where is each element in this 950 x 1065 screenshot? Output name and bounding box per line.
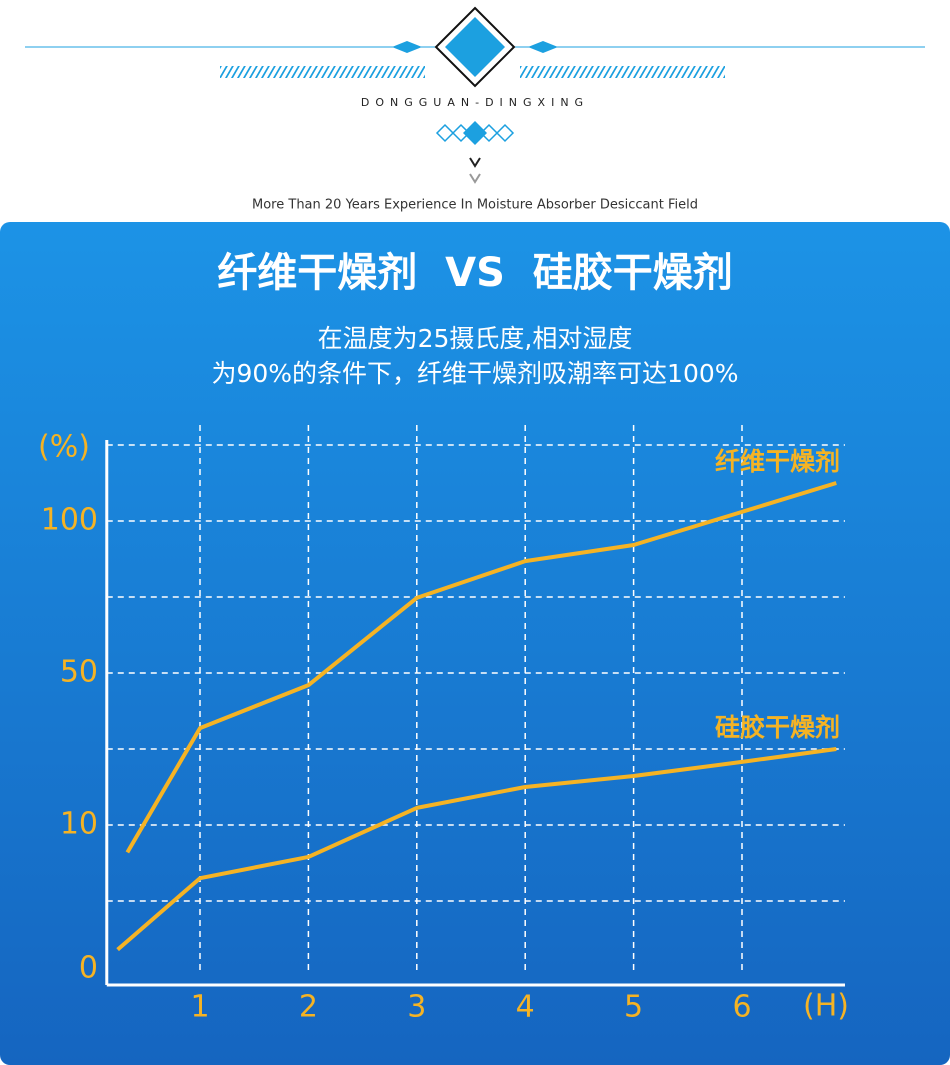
- y-tick-label: 10: [60, 807, 98, 842]
- subtitle: 在温度为25摄氏度,相对湿度: [318, 324, 633, 353]
- chart-title: 纤维干燥剂 VS 硅胶干燥剂: [217, 250, 732, 296]
- x-tick-label: 2: [299, 990, 318, 1025]
- x-tick-label: 3: [407, 990, 426, 1025]
- subtitle: 为90%的条件下，纤维干燥剂吸潮率可达100%: [211, 359, 738, 388]
- brand: DONGGUAN-DINGXING: [361, 96, 589, 109]
- panel: [0, 222, 950, 1065]
- x-tick-label: 5: [624, 990, 643, 1025]
- series-label: 硅胶干燥剂: [715, 713, 840, 742]
- y-tick-label: 0: [79, 951, 98, 986]
- header-decoration: [25, 6, 925, 184]
- x-tick-label: 1: [190, 990, 209, 1025]
- x-axis-label: (H): [803, 989, 849, 1024]
- data-line: [125, 481, 837, 854]
- series-label: 纤维干燥剂: [715, 447, 840, 476]
- y-tick-label: 50: [60, 655, 98, 690]
- x-tick-label: 6: [732, 990, 751, 1025]
- x-tick-label: 4: [516, 990, 535, 1025]
- y-tick-label: 100: [41, 503, 98, 538]
- y-axis-label: (%): [38, 430, 90, 465]
- tagline: More Than 20 Years Experience In Moistur…: [252, 198, 698, 213]
- data-line: [116, 747, 837, 952]
